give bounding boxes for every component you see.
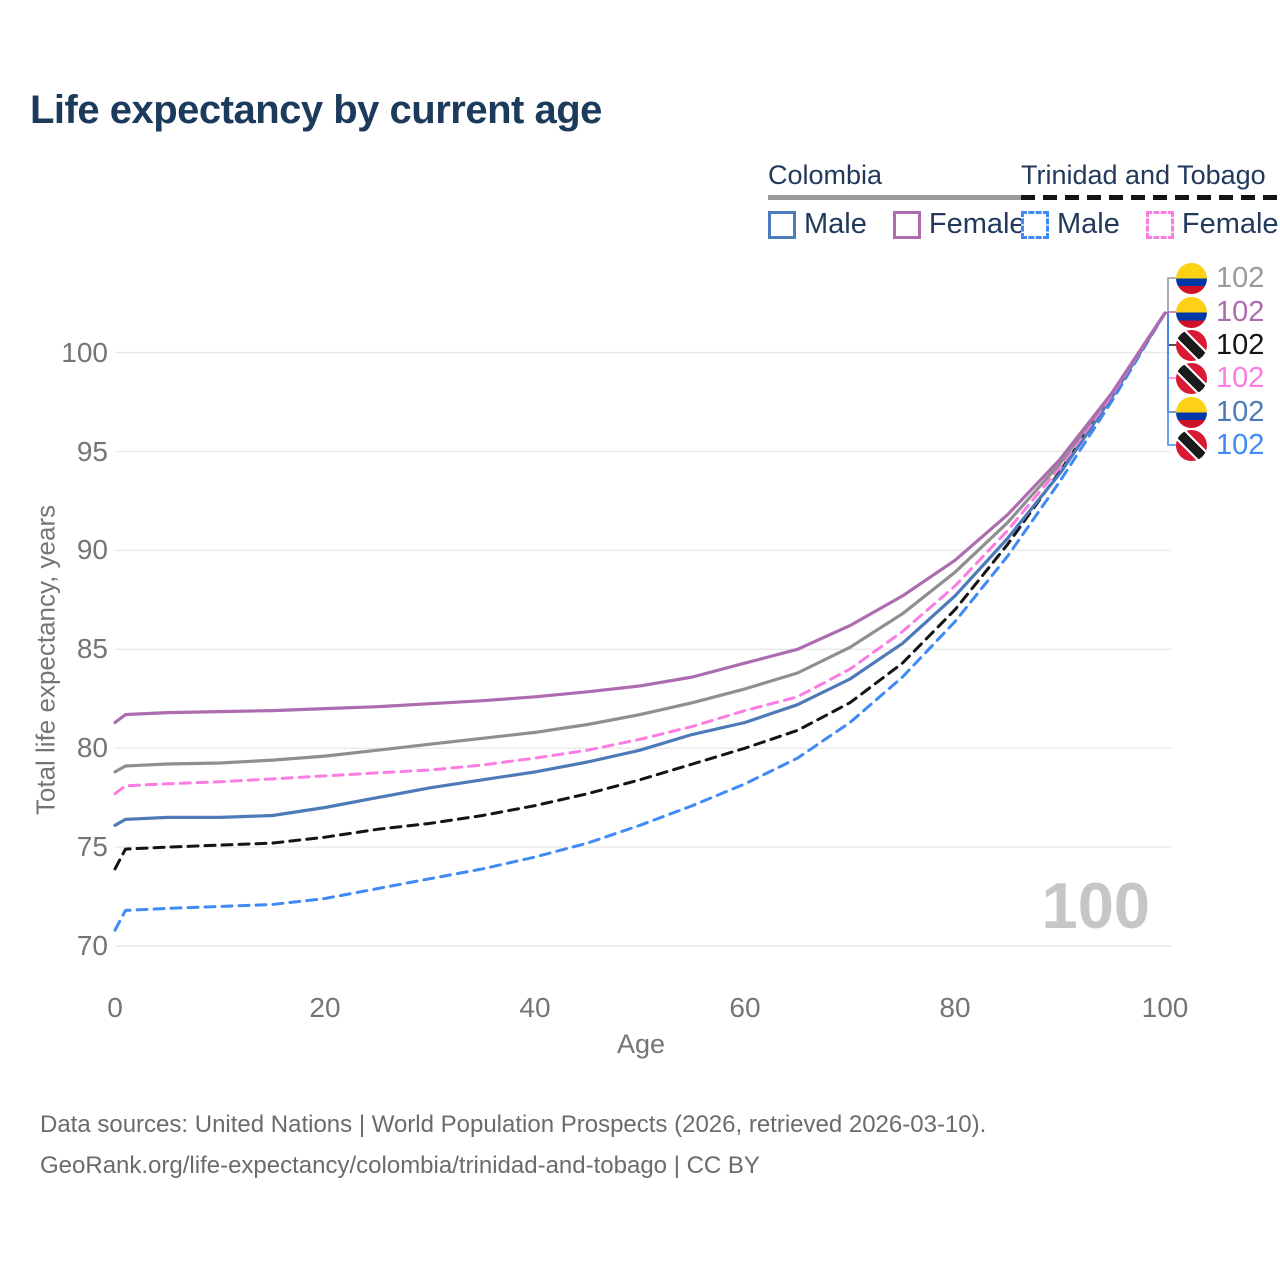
series-line-colombia-male xyxy=(113,311,1167,827)
end-value-label: 102 xyxy=(1216,328,1265,361)
x-tick-label-20: 20 xyxy=(309,992,341,1023)
series-line-colombia-both-sexes xyxy=(113,311,1167,774)
end-value-label: 102 xyxy=(1216,361,1265,394)
legend-entry-label: Male xyxy=(804,208,867,240)
colombia-flag-icon xyxy=(1176,296,1207,328)
end-value-label: 102 xyxy=(1216,295,1265,328)
y-tick-label-95: 95 xyxy=(76,435,108,467)
colombia-flag-icon xyxy=(1176,396,1207,428)
end-label-connector-3 xyxy=(1165,312,1176,379)
y-tick-label-75: 75 xyxy=(76,831,108,863)
end-value-label: 102 xyxy=(1216,395,1265,428)
end-label-row-trinidad-and-tobago-male: 102 xyxy=(1176,428,1264,462)
trinidad-and-tobago-flag-icon xyxy=(1176,429,1207,461)
end-label-row-trinidad-and-tobago-both-sexes: 102 xyxy=(1176,328,1264,362)
page-title: Life expectancy by current age xyxy=(30,88,602,132)
y-tick-label-70: 70 xyxy=(76,930,108,961)
caption-attribution: GeoRank.org/life-expectancy/colombia/tri… xyxy=(40,1152,760,1179)
trinidad-and-tobago-flag-icon xyxy=(1176,362,1207,394)
y-tick-label-80: 80 xyxy=(76,732,108,764)
legend-group-colombia: Colombia Male Female xyxy=(768,160,1026,241)
end-label-row-trinidad-and-tobago-female: 102 xyxy=(1176,361,1264,395)
end-label-connector-4 xyxy=(1165,312,1176,413)
legend-entry-tt-male[interactable]: Male xyxy=(1021,208,1120,241)
trinidad-and-tobago-flag-icon xyxy=(1176,329,1207,361)
legend-group-trinidad-and-tobago: Trinidad and Tobago Male Female xyxy=(1021,160,1279,241)
colombia-female-swatch-icon xyxy=(892,210,921,239)
end-label-row-colombia-both-sexes: 102 xyxy=(1176,261,1264,295)
series-line-trinidad-and-tobago-male xyxy=(113,311,1167,932)
legend-title-colombia: Colombia xyxy=(768,160,883,190)
y-tick-label-90: 90 xyxy=(76,534,108,566)
x-tick-label-60: 60 xyxy=(729,992,761,1023)
x-tick-label-100: 100 xyxy=(1141,992,1189,1023)
x-tick-label-40: 40 xyxy=(519,992,551,1023)
x-axis-title: Age xyxy=(616,1029,666,1059)
caption-data-sources: Data sources: United Nations | World Pop… xyxy=(40,1111,987,1138)
end-label-row-colombia-male: 102 xyxy=(1176,395,1264,429)
end-label-connector-5 xyxy=(1165,312,1176,446)
y-tick-label-100: 100 xyxy=(61,336,108,368)
end-label-connector-1 xyxy=(1165,311,1176,314)
x-tick-label-80: 80 xyxy=(939,992,971,1023)
colombia-flag-icon xyxy=(1176,262,1207,294)
trinidad-and-tobago-male-swatch-icon xyxy=(1021,210,1049,239)
end-label-connector-2 xyxy=(1165,312,1176,346)
series-line-trinidad-and-tobago-female xyxy=(113,311,1167,796)
legend-entry-label: Female xyxy=(1181,208,1279,240)
end-label-connector-0 xyxy=(1165,277,1176,314)
y-tick-label-85: 85 xyxy=(76,633,108,665)
trinidad-and-tobago-line-style-swatch xyxy=(1021,195,1279,200)
watermark-age-100: 100 xyxy=(1041,869,1150,942)
end-value-label: 102 xyxy=(1216,261,1265,294)
legend-entry-tt-female[interactable]: Female xyxy=(1145,208,1279,241)
trinidad-and-tobago-female-swatch-icon xyxy=(1145,210,1174,239)
colombia-line-style-swatch xyxy=(768,195,1026,200)
end-label-row-colombia-female: 102 xyxy=(1176,295,1264,329)
end-value-label: 102 xyxy=(1216,428,1265,461)
legend-entry-colombia-female[interactable]: Female xyxy=(892,208,1026,241)
colombia-male-swatch-icon xyxy=(768,210,796,239)
legend-entry-label: Male xyxy=(1057,208,1120,240)
legend-entry-colombia-male[interactable]: Male xyxy=(768,208,867,241)
x-tick-label-0: 0 xyxy=(107,992,123,1023)
caption: Data sources: United Nations | World Pop… xyxy=(40,1104,986,1186)
legend-title-trinidad-and-tobago: Trinidad and Tobago xyxy=(1021,160,1266,190)
series-line-colombia-female xyxy=(113,311,1167,725)
legend-entry-label: Female xyxy=(928,208,1026,240)
series-line-trinidad-and-tobago-both-sexes xyxy=(113,311,1167,871)
